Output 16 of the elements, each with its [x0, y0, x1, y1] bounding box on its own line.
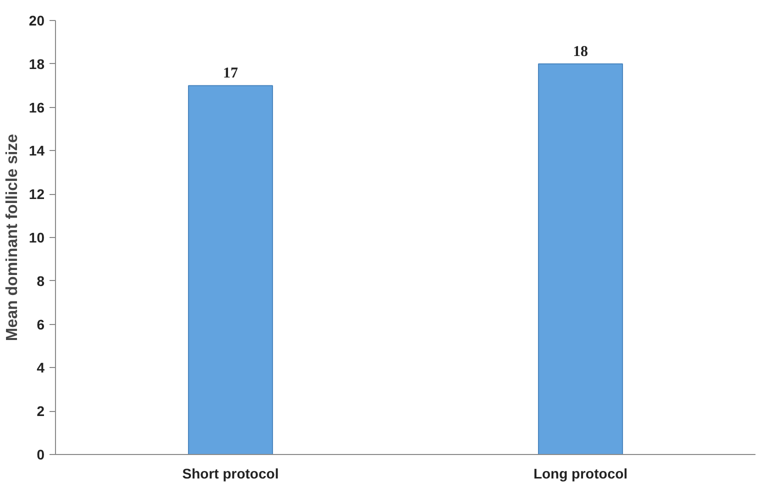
y-tick-label: 6	[36, 316, 45, 332]
y-tick-label: 12	[28, 186, 45, 202]
data-label: 18	[573, 44, 588, 60]
y-axis-title: Mean dominant follicle size	[4, 134, 21, 342]
y-tick-label: 14	[28, 142, 45, 159]
y-tick-label: 8	[36, 272, 45, 289]
y-tick-label: 10	[28, 230, 45, 246]
data-label: 17	[223, 66, 238, 82]
y-tick-label: 2	[36, 403, 45, 420]
y-tick-label: 18	[28, 56, 45, 72]
y-tick-label: 4	[36, 360, 45, 376]
y-tick-label: 0	[36, 446, 45, 462]
x-tick-label: Short protocol	[182, 466, 279, 482]
x-tick-label: Long protocol	[533, 466, 628, 482]
y-tick-label: 16	[28, 99, 45, 116]
y-tick-label: 20	[28, 12, 45, 28]
